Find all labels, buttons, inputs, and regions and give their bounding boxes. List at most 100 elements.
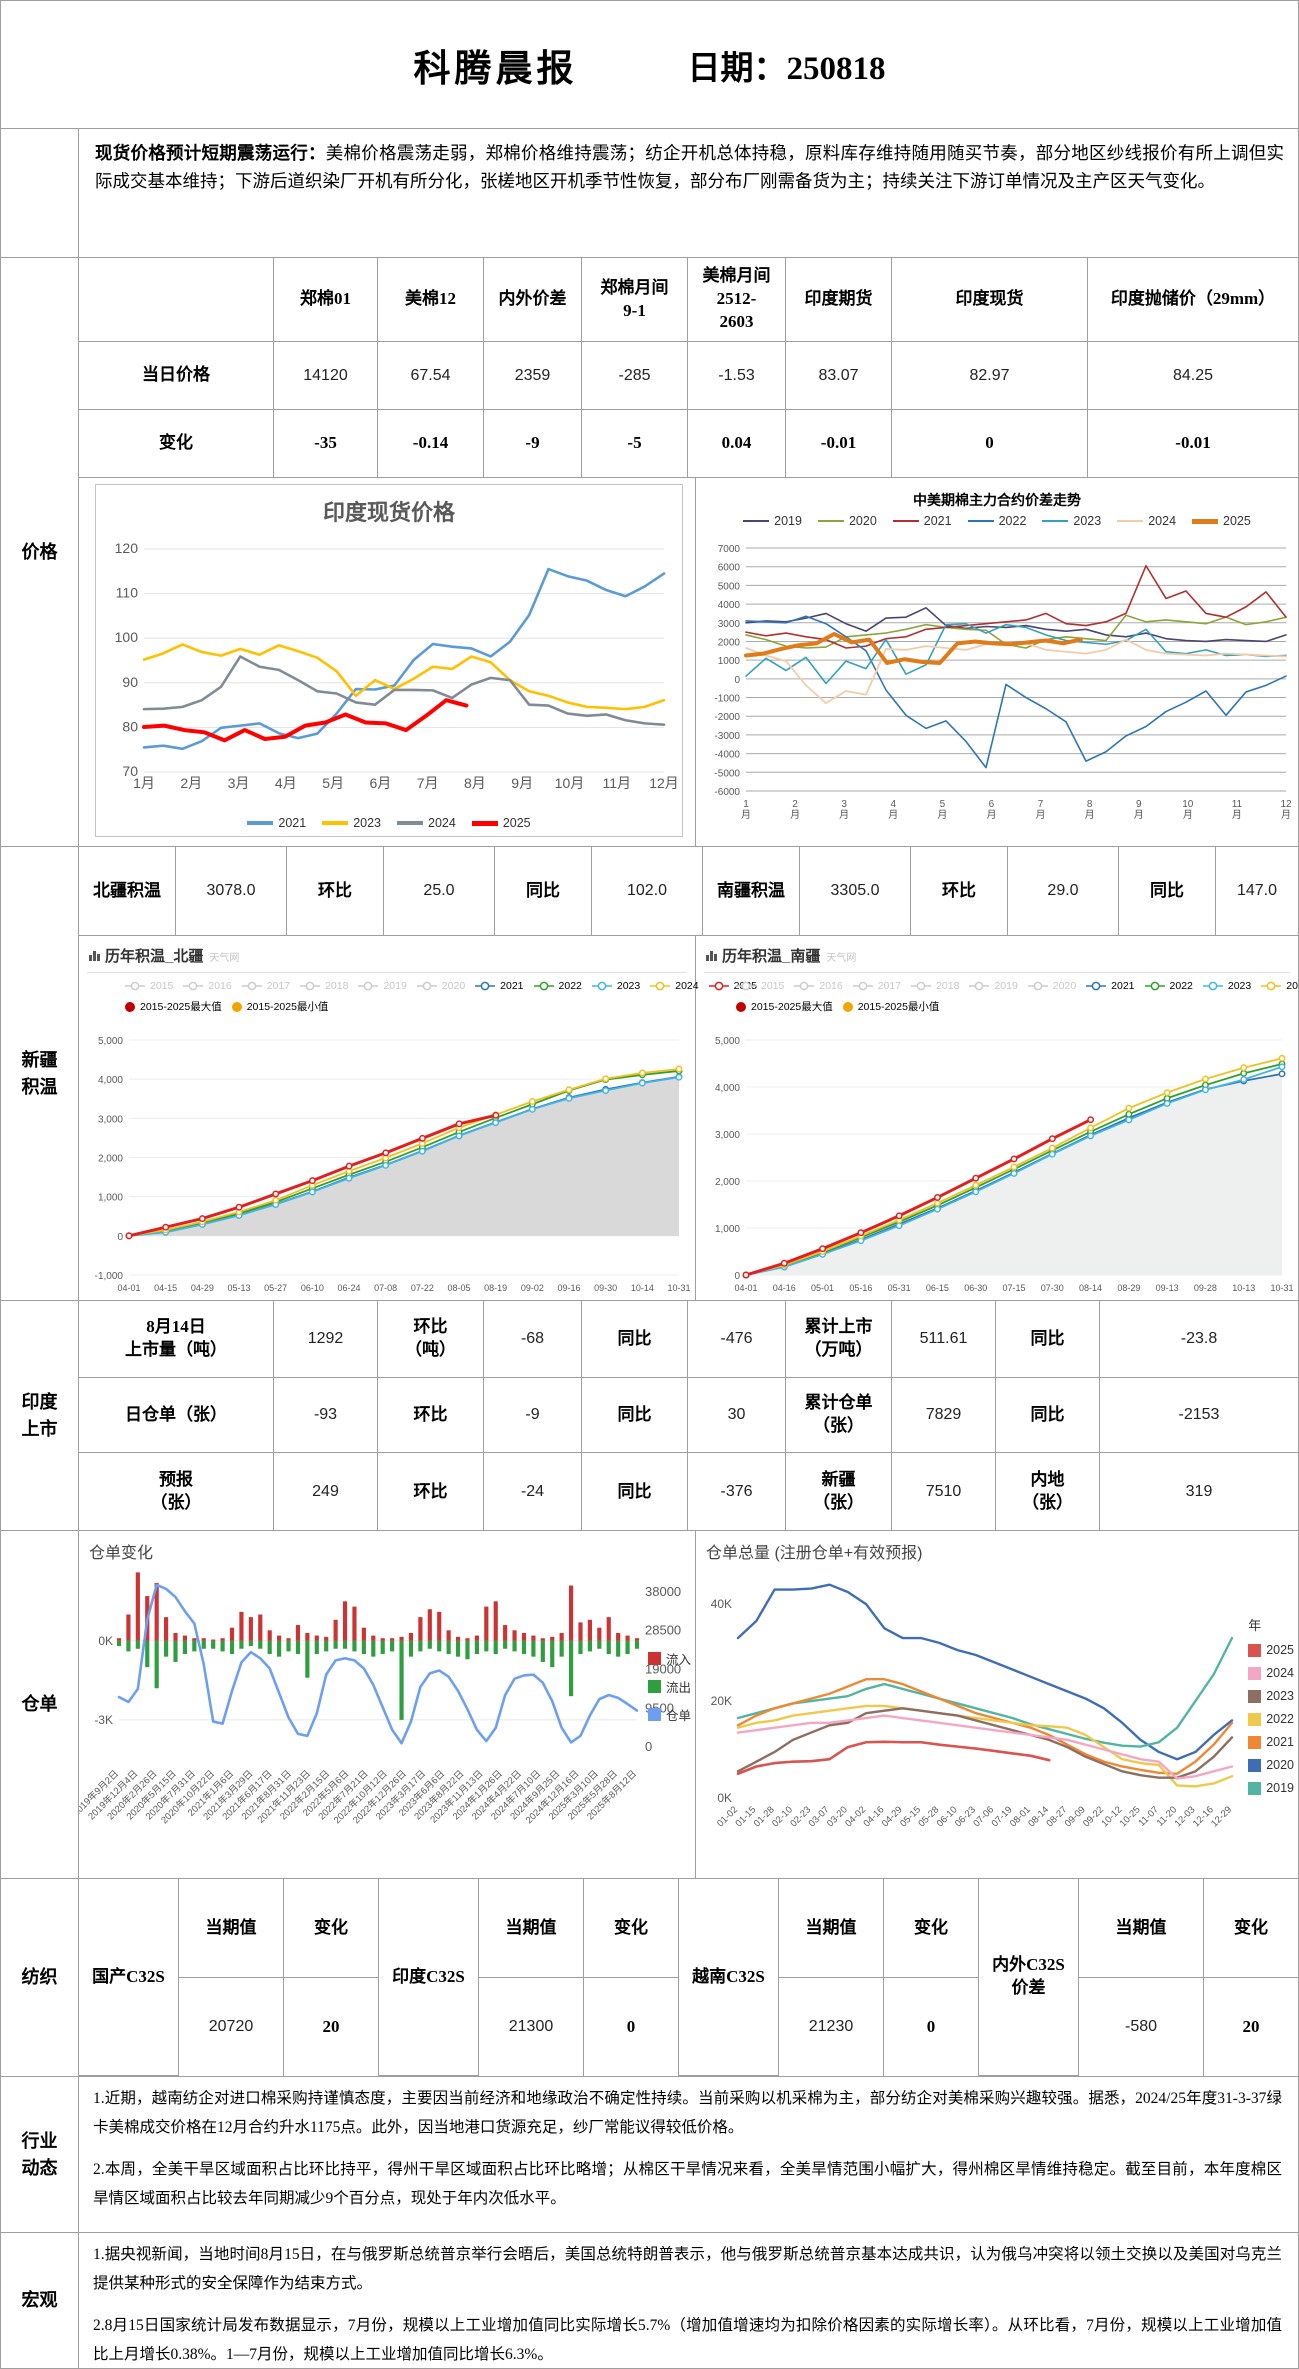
india-cell: 累计上市 （万吨）	[786, 1301, 892, 1378]
svg-text:0K: 0K	[717, 1791, 732, 1805]
jiwen-cell: 北疆积温	[79, 847, 176, 936]
cn-us-spread-chart: -6000 -5000 -4000 -3000 -2000 -1000 0 1000 2000 3…	[714, 492, 1292, 821]
svg-text:-2000: -2000	[714, 712, 740, 723]
price-header: 印度期货	[786, 258, 892, 342]
jiwen-charts: -1,000 0 1,000 2,000 3,000 4,000 5,000 04-01 04-…	[79, 936, 1298, 1300]
svg-text:2000: 2000	[718, 637, 741, 648]
svg-text:10-31: 10-31	[667, 1283, 690, 1293]
svg-text:-5000: -5000	[714, 768, 740, 779]
svg-text:19000: 19000	[645, 1662, 681, 1677]
india-cell: 319	[1185, 1483, 1213, 1501]
svg-text:20K: 20K	[711, 1694, 732, 1708]
svg-text:08-14: 08-14	[1079, 1283, 1102, 1293]
svg-text:09-16: 09-16	[557, 1283, 580, 1293]
svg-text:3,000: 3,000	[98, 1114, 123, 1125]
svg-text:5月: 5月	[322, 775, 344, 791]
svg-text:5,000: 5,000	[98, 1036, 123, 1047]
textile-value: 20	[284, 1978, 379, 2076]
section-label-india: 印度 上市	[1, 1301, 79, 1531]
svg-text:07-08: 07-08	[374, 1283, 397, 1293]
textile-value: 20720	[179, 1978, 284, 2076]
price-change: -0.01	[786, 410, 892, 478]
summary-lead: 现货价格预计短期震荡运行：	[95, 143, 326, 163]
india-cell: 1292	[274, 1301, 378, 1378]
price-header: 郑棉月间 9-1	[582, 258, 688, 342]
india-cell: -376	[688, 1453, 786, 1530]
svg-text:06-15: 06-15	[926, 1283, 949, 1293]
svg-text:04-01: 04-01	[117, 1283, 140, 1293]
jiwen-cell: 147.0	[1216, 847, 1298, 936]
svg-text:5,000: 5,000	[715, 1036, 740, 1047]
warrant-section: 0K-3K380002850019000950002019年9月2日2019年1…	[79, 1531, 1298, 1879]
svg-text:90: 90	[122, 674, 138, 690]
svg-text:80: 80	[122, 718, 138, 734]
price-header: 内外价差	[484, 258, 582, 342]
section-label-macro: 宏观	[1, 2233, 79, 2368]
svg-text:08-29: 08-29	[1117, 1283, 1140, 1293]
price-value: 82.97	[892, 342, 1088, 410]
jiwen-cell: 同比	[1119, 847, 1216, 936]
india-cell: 累计仓单 （张）	[786, 1378, 892, 1453]
india-cell: 预报 （张）	[79, 1453, 274, 1530]
textile-table: 国产C32S 当期值 变化 印度C32S 当期值 变化 越南C32S 当期值 变…	[79, 1879, 1298, 2076]
textile-col-header: 变化	[584, 1879, 679, 1978]
svg-text:9月: 9月	[511, 775, 533, 791]
textile-value: 21230	[779, 1978, 884, 2076]
india-cell: -23.8	[1100, 1301, 1298, 1378]
textile-col-header: 当期值	[479, 1879, 584, 1978]
india-cell: 同比	[996, 1301, 1100, 1378]
svg-text:2,000: 2,000	[98, 1154, 123, 1165]
svg-text:-6000: -6000	[714, 787, 740, 798]
svg-text:1月: 1月	[741, 799, 751, 821]
svg-text:7月: 7月	[1036, 799, 1046, 821]
svg-text:06-30: 06-30	[964, 1283, 987, 1293]
textile-value: 0	[884, 1978, 979, 2076]
jiwen-cell: 29.0	[1008, 847, 1119, 936]
svg-text:4000: 4000	[718, 600, 741, 611]
warrant-total-chart: 0K 20K 40K 01-02 01-15 01-28 02-10 02-23 03-07 03…	[706, 1545, 1294, 1830]
svg-text:08-19: 08-19	[484, 1283, 507, 1293]
svg-text:4月: 4月	[275, 775, 297, 791]
textile-value: 20	[1242, 2016, 1260, 2036]
summary-paragraph: 现货价格预计短期震荡运行：美棉价格震荡走弱，郑棉价格维持震荡；纺企开机总体持稳，…	[79, 129, 1298, 258]
india-cell: 同比	[996, 1378, 1100, 1453]
svg-text:2,000: 2,000	[715, 1177, 740, 1188]
svg-text:4,000: 4,000	[715, 1083, 740, 1094]
price-header: 美棉12	[378, 258, 484, 342]
price-row-label: 变化	[79, 410, 274, 478]
price-row-label: 当日价格	[79, 342, 274, 410]
svg-text:38000: 38000	[645, 1584, 681, 1599]
textile-col-header: 变化	[1204, 1879, 1298, 1978]
svg-text:7月: 7月	[417, 775, 439, 791]
india-cell: 同比	[582, 1453, 688, 1530]
price-value: 14120	[274, 342, 378, 410]
svg-text:7000: 7000	[718, 544, 741, 555]
india-cell: -93	[274, 1378, 378, 1453]
svg-text:05-13: 05-13	[227, 1283, 250, 1293]
price-value: -1.53	[688, 342, 786, 410]
svg-text:6000: 6000	[718, 563, 741, 574]
price-header: 印度抛储价（29mm）	[1088, 258, 1298, 342]
price-change: -9	[484, 410, 582, 478]
jiwen-cell: 102.0	[592, 847, 703, 936]
svg-text:06-24: 06-24	[337, 1283, 360, 1293]
svg-text:-3K: -3K	[94, 1713, 113, 1727]
india-cell: 同比	[582, 1301, 688, 1378]
svg-text:8月: 8月	[464, 775, 486, 791]
section-label-textile: 纺织	[1, 1879, 79, 2077]
price-value: 84.25	[1088, 342, 1298, 410]
svg-text:04-16: 04-16	[773, 1283, 796, 1293]
india-cell: -9	[484, 1378, 582, 1453]
svg-text:0: 0	[645, 1739, 652, 1754]
price-value: -285	[582, 342, 688, 410]
svg-text:3000: 3000	[718, 619, 741, 630]
india-cell: 511.61	[892, 1301, 996, 1378]
svg-text:2月: 2月	[180, 775, 202, 791]
price-charts: 70 80 90 100 110 120 1月 2月 3月 4月 5月 6月 7月 8月 9月 10月 11月 1…	[79, 478, 1298, 846]
jiwen-table: 北疆积温 3078.0 环比 25.0 同比 102.0 南疆积温 3305.0…	[79, 847, 1298, 936]
jiwen-cell: 3078.0	[176, 847, 287, 936]
india-cell: 7829	[892, 1378, 996, 1453]
svg-text:11-07: 11-07	[1136, 1804, 1160, 1828]
report-date: 日期：250818	[687, 50, 886, 87]
svg-text:10-13: 10-13	[1232, 1283, 1255, 1293]
